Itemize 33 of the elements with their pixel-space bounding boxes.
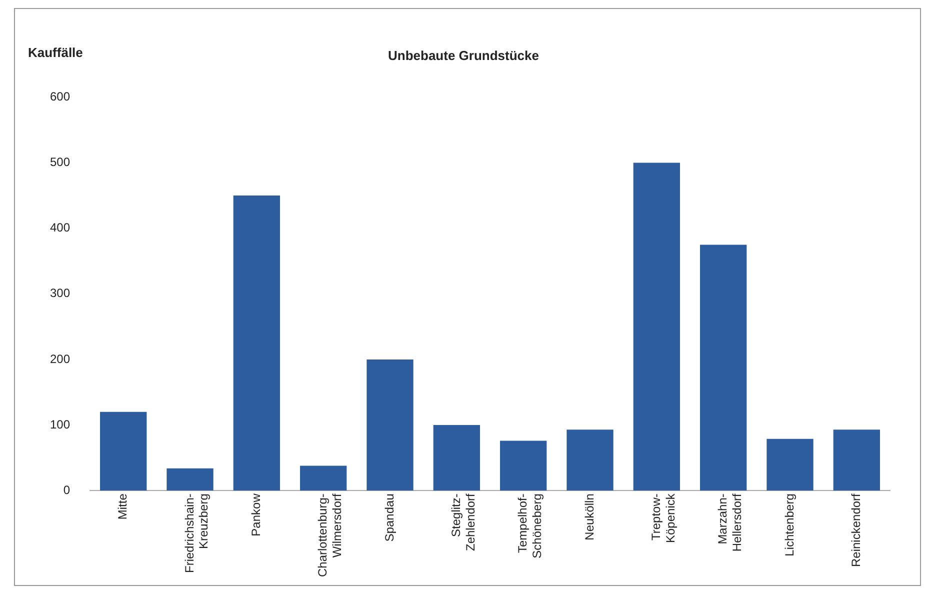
x-tick-label: Mitte: [116, 493, 130, 520]
bar: [166, 468, 214, 491]
bar: [100, 412, 147, 491]
bar: [633, 162, 680, 491]
x-tick-label: Marzahn-Hellersdorf: [716, 492, 744, 552]
chart-title: Unbebaute Grundstücke: [388, 48, 539, 63]
bar: [433, 425, 480, 491]
bar: [566, 430, 614, 491]
x-tick-label: Spandau: [382, 494, 396, 542]
bar: [233, 196, 280, 491]
y-tick-label: 500: [50, 155, 70, 170]
x-tick-label: Friedrichshain-Kreuzberg: [182, 494, 211, 573]
y-tick-label: 600: [50, 90, 70, 104]
bar: [766, 438, 814, 491]
x-tick-label: Treptow-Köpenick: [648, 492, 678, 543]
y-tick-label: 0: [63, 482, 70, 497]
bar: [300, 466, 347, 491]
x-tick-label: Reinickendorf: [848, 492, 863, 567]
y-tick-label: 400: [50, 220, 70, 235]
bar: [500, 440, 547, 491]
x-tick-label: Charlottenburg-Wilmersdorf: [316, 492, 344, 578]
x-tick-label: Tempelhof-Schöneberg: [516, 494, 544, 558]
x-tick-label: Lichtenberg: [782, 494, 796, 556]
bar: [833, 430, 880, 491]
x-tick-label: Neukölln: [582, 494, 596, 540]
y-tick-label: 200: [50, 352, 70, 366]
bar: [700, 244, 747, 491]
y-axis-title: Kauffälle: [28, 45, 83, 60]
x-tick-label: Steglitz-Zehlendorf: [448, 492, 478, 551]
y-tick-label: 300: [50, 286, 70, 300]
y-tick-label: 100: [50, 417, 70, 432]
bar: [366, 359, 414, 491]
x-tick-label: Pankow: [248, 493, 263, 536]
